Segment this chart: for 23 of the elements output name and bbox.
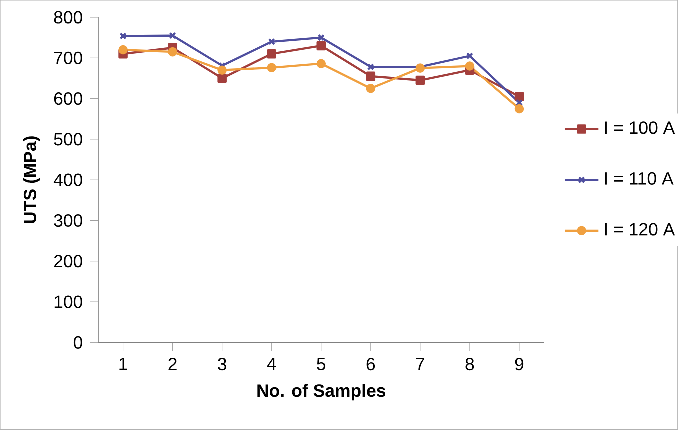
legend-label: I = 110 A: [605, 172, 674, 186]
y-tick-label: 800: [54, 11, 82, 24]
x-tick-label: 8: [466, 358, 474, 371]
y-tick-label: 500: [54, 133, 82, 146]
x-tick-label: 5: [317, 358, 326, 370]
x-tick-label: 1: [120, 358, 128, 370]
y-tick-label: 700: [54, 52, 82, 64]
x-tick-label: 2: [168, 358, 177, 370]
x-tick-label: 9: [515, 358, 524, 371]
x-tick-label: 3: [218, 358, 226, 371]
y-tick-label: 600: [54, 92, 82, 106]
y-tick-label: 400: [54, 174, 82, 186]
x-tick-label: 7: [416, 358, 424, 370]
legend-label: I = 120 A: [605, 223, 676, 236]
x-tick-label: 4: [267, 358, 276, 370]
x-tick-label: 6: [366, 358, 376, 371]
y-tick-label: 300: [54, 214, 82, 228]
y-axis-title: UTS (MPa): [23, 136, 40, 224]
y-tick-label: 0: [74, 336, 82, 349]
y-tick-label: 200: [54, 255, 82, 268]
x-axis-title: No. of Samples: [258, 384, 386, 401]
legend-label: I = 100 A: [605, 122, 676, 134]
y-tick-label: 100: [54, 296, 82, 308]
